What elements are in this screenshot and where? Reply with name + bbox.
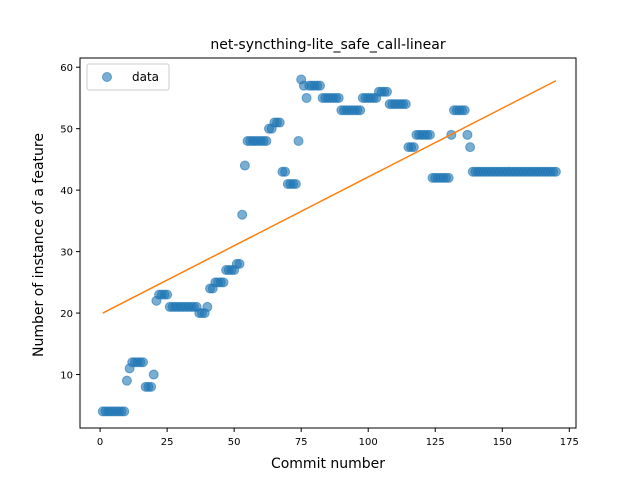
data-point xyxy=(280,166,291,177)
data-point xyxy=(162,289,173,300)
data-point xyxy=(462,129,473,140)
data-point xyxy=(443,172,454,183)
plot-area xyxy=(97,74,561,417)
x-tick-label: 175 xyxy=(560,437,579,448)
data-point xyxy=(408,142,419,153)
data-point xyxy=(239,160,250,171)
data-point xyxy=(121,375,132,386)
x-axis-label: Commit number xyxy=(271,456,385,472)
data-point xyxy=(202,301,213,312)
x-tick-label: 75 xyxy=(295,437,308,448)
legend: data xyxy=(86,63,170,91)
x-tick-label: 125 xyxy=(426,437,445,448)
data-point xyxy=(355,105,366,116)
data-point xyxy=(148,369,159,380)
data-point xyxy=(146,381,157,392)
x-tick-label: 150 xyxy=(493,437,512,448)
x-tick-label: 50 xyxy=(228,437,241,448)
data-point xyxy=(400,99,411,110)
x-tick-label: 100 xyxy=(359,437,378,448)
data-point xyxy=(237,209,248,220)
y-tick-label: 10 xyxy=(60,371,73,382)
legend-marker-data xyxy=(102,72,112,82)
data-point xyxy=(424,129,435,140)
data-point xyxy=(138,357,149,368)
data-point xyxy=(459,105,470,116)
data-point xyxy=(550,166,561,177)
data-point xyxy=(290,178,301,189)
data-point xyxy=(314,80,325,91)
data-point xyxy=(293,135,304,146)
plot-frame xyxy=(79,57,577,429)
x-tick-label: 25 xyxy=(161,437,174,448)
data-point xyxy=(465,142,476,153)
linear-fit-line xyxy=(102,80,557,314)
legend-label-data: data xyxy=(132,70,159,84)
chart-title: net-syncthing-lite_safe_call-linear xyxy=(210,37,445,53)
data-point xyxy=(301,92,312,103)
y-axis-label: Number of instance of a feature xyxy=(31,133,47,357)
y-tick-label: 30 xyxy=(60,248,73,259)
data-point xyxy=(234,258,245,269)
y-axis: 10 20 30 40 50 60 xyxy=(60,63,80,382)
y-tick-label: 60 xyxy=(60,63,73,74)
data-point xyxy=(261,135,272,146)
y-tick-label: 20 xyxy=(60,309,73,320)
data-point xyxy=(218,277,229,288)
y-tick-label: 50 xyxy=(60,125,73,136)
y-tick-label: 40 xyxy=(60,186,73,197)
x-axis: 0 25 50 75 100 125 150 175 xyxy=(97,428,579,448)
data-point xyxy=(333,92,344,103)
data-point xyxy=(119,406,130,417)
x-tick-label: 0 xyxy=(97,437,103,448)
legend-box xyxy=(86,63,170,91)
data-point xyxy=(274,117,285,128)
data-point xyxy=(381,86,392,97)
